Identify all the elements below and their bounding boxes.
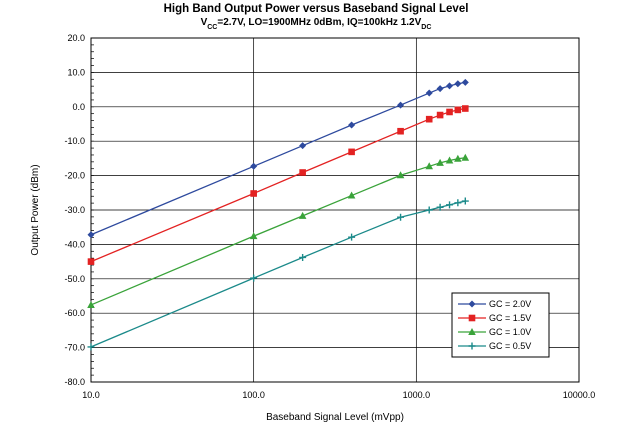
chart-title: High Band Output Power versus Baseband S… <box>164 3 469 15</box>
y-axis-label: Output Power (dBm) <box>30 164 41 255</box>
x-tick-label: 10000.0 <box>563 390 596 400</box>
data-point <box>425 89 433 97</box>
legend-marker <box>468 342 476 350</box>
legend-item: GC = 1.5V <box>458 313 531 323</box>
y-tick-label: -20.0 <box>64 171 85 181</box>
legend-marker <box>468 314 476 322</box>
y-tick-label: -30.0 <box>64 205 85 215</box>
data-point <box>461 197 469 205</box>
series-line <box>90 81 466 236</box>
data-point <box>454 154 462 162</box>
x-tick-labels: 10.0 100.0 1000.0 10000.0 <box>82 390 595 400</box>
subtitle-part: =2.7V, LO=1900MHz 0dBm, IQ=100kHz 1.2V <box>217 17 421 28</box>
legend-label: GC = 0.5V <box>489 341 531 351</box>
series-square <box>87 105 469 265</box>
data-point <box>348 121 356 129</box>
x-tick-label: 10.0 <box>82 390 100 400</box>
data-point <box>436 158 444 166</box>
data-point <box>425 115 433 123</box>
data-point <box>446 201 454 209</box>
y-tick-labels: 20.0 10.0 0.0 -10.0 -20.0 -30.0 -40.0 -50.0 -60.… <box>64 33 85 387</box>
y-tick-label: 10.0 <box>67 67 85 77</box>
legend-item: GC = 0.5V <box>458 341 531 351</box>
data-point <box>348 148 355 156</box>
series-line <box>90 157 466 306</box>
y-tick-label: -10.0 <box>64 136 85 146</box>
x-tick-label: 100.0 <box>242 390 265 400</box>
data-point <box>462 105 469 112</box>
data-point <box>446 82 454 90</box>
legend: GC = 2.0V GC = 1.5V GC = 1.0V GC = 0.5V <box>451 292 550 358</box>
legend-label: GC = 1.5V <box>489 313 531 323</box>
data-point <box>446 108 453 116</box>
data-point <box>250 190 257 197</box>
data-point <box>299 169 306 176</box>
data-point <box>397 101 405 109</box>
legend-marker <box>468 300 476 308</box>
y-tick-label: -70.0 <box>64 343 85 353</box>
data-point <box>250 162 258 170</box>
data-point <box>87 300 95 308</box>
legend-item: GC = 2.0V <box>458 299 531 309</box>
data-point <box>87 231 95 239</box>
legend-item: GC = 1.0V <box>458 327 531 337</box>
series-layer <box>87 78 470 351</box>
data-point <box>461 78 469 86</box>
data-point <box>454 199 462 207</box>
legend-marker <box>468 328 476 335</box>
subtitle-part: DC <box>421 24 431 31</box>
y-tick-label: 0.0 <box>72 102 85 112</box>
data-point <box>454 80 462 88</box>
series-line <box>90 200 466 348</box>
data-point <box>397 127 404 135</box>
series-triangle <box>87 153 470 308</box>
data-point <box>347 191 356 199</box>
data-point <box>436 85 444 93</box>
y-tick-label: -40.0 <box>64 239 85 249</box>
x-tick-label: 1000.0 <box>403 390 431 400</box>
data-point <box>249 232 258 240</box>
data-point <box>396 171 405 179</box>
y-tick-label: -60.0 <box>64 308 85 318</box>
legend-label: GC = 2.0V <box>489 299 531 309</box>
data-point <box>250 274 258 282</box>
series-plus <box>87 197 469 351</box>
series-diamond <box>87 78 469 239</box>
data-point <box>425 206 433 214</box>
subtitle-part: V <box>201 17 208 28</box>
data-point <box>436 203 444 211</box>
data-point <box>299 142 307 150</box>
x-axis-label: Baseband Signal Level (mVpp) <box>266 412 404 423</box>
data-point <box>298 211 307 219</box>
data-point <box>299 253 307 261</box>
y-tick-label: 20.0 <box>67 33 85 43</box>
data-point <box>348 233 356 241</box>
data-point <box>461 153 470 161</box>
data-point <box>425 162 434 170</box>
data-point <box>87 258 95 265</box>
chart-subtitle: VCC=2.7V, LO=1900MHz 0dBm, IQ=100kHz 1.2… <box>201 17 432 31</box>
data-point <box>445 156 454 164</box>
legend-label: GC = 1.0V <box>489 327 531 337</box>
plot-border <box>90 37 580 383</box>
data-point <box>87 343 95 351</box>
data-point <box>436 111 444 119</box>
y-tick-label: -50.0 <box>64 274 85 284</box>
series-line <box>90 107 466 263</box>
subtitle-part: CC <box>207 24 217 31</box>
data-point <box>397 213 405 221</box>
data-point <box>454 106 462 114</box>
y-tick-label: -80.0 <box>64 377 85 387</box>
